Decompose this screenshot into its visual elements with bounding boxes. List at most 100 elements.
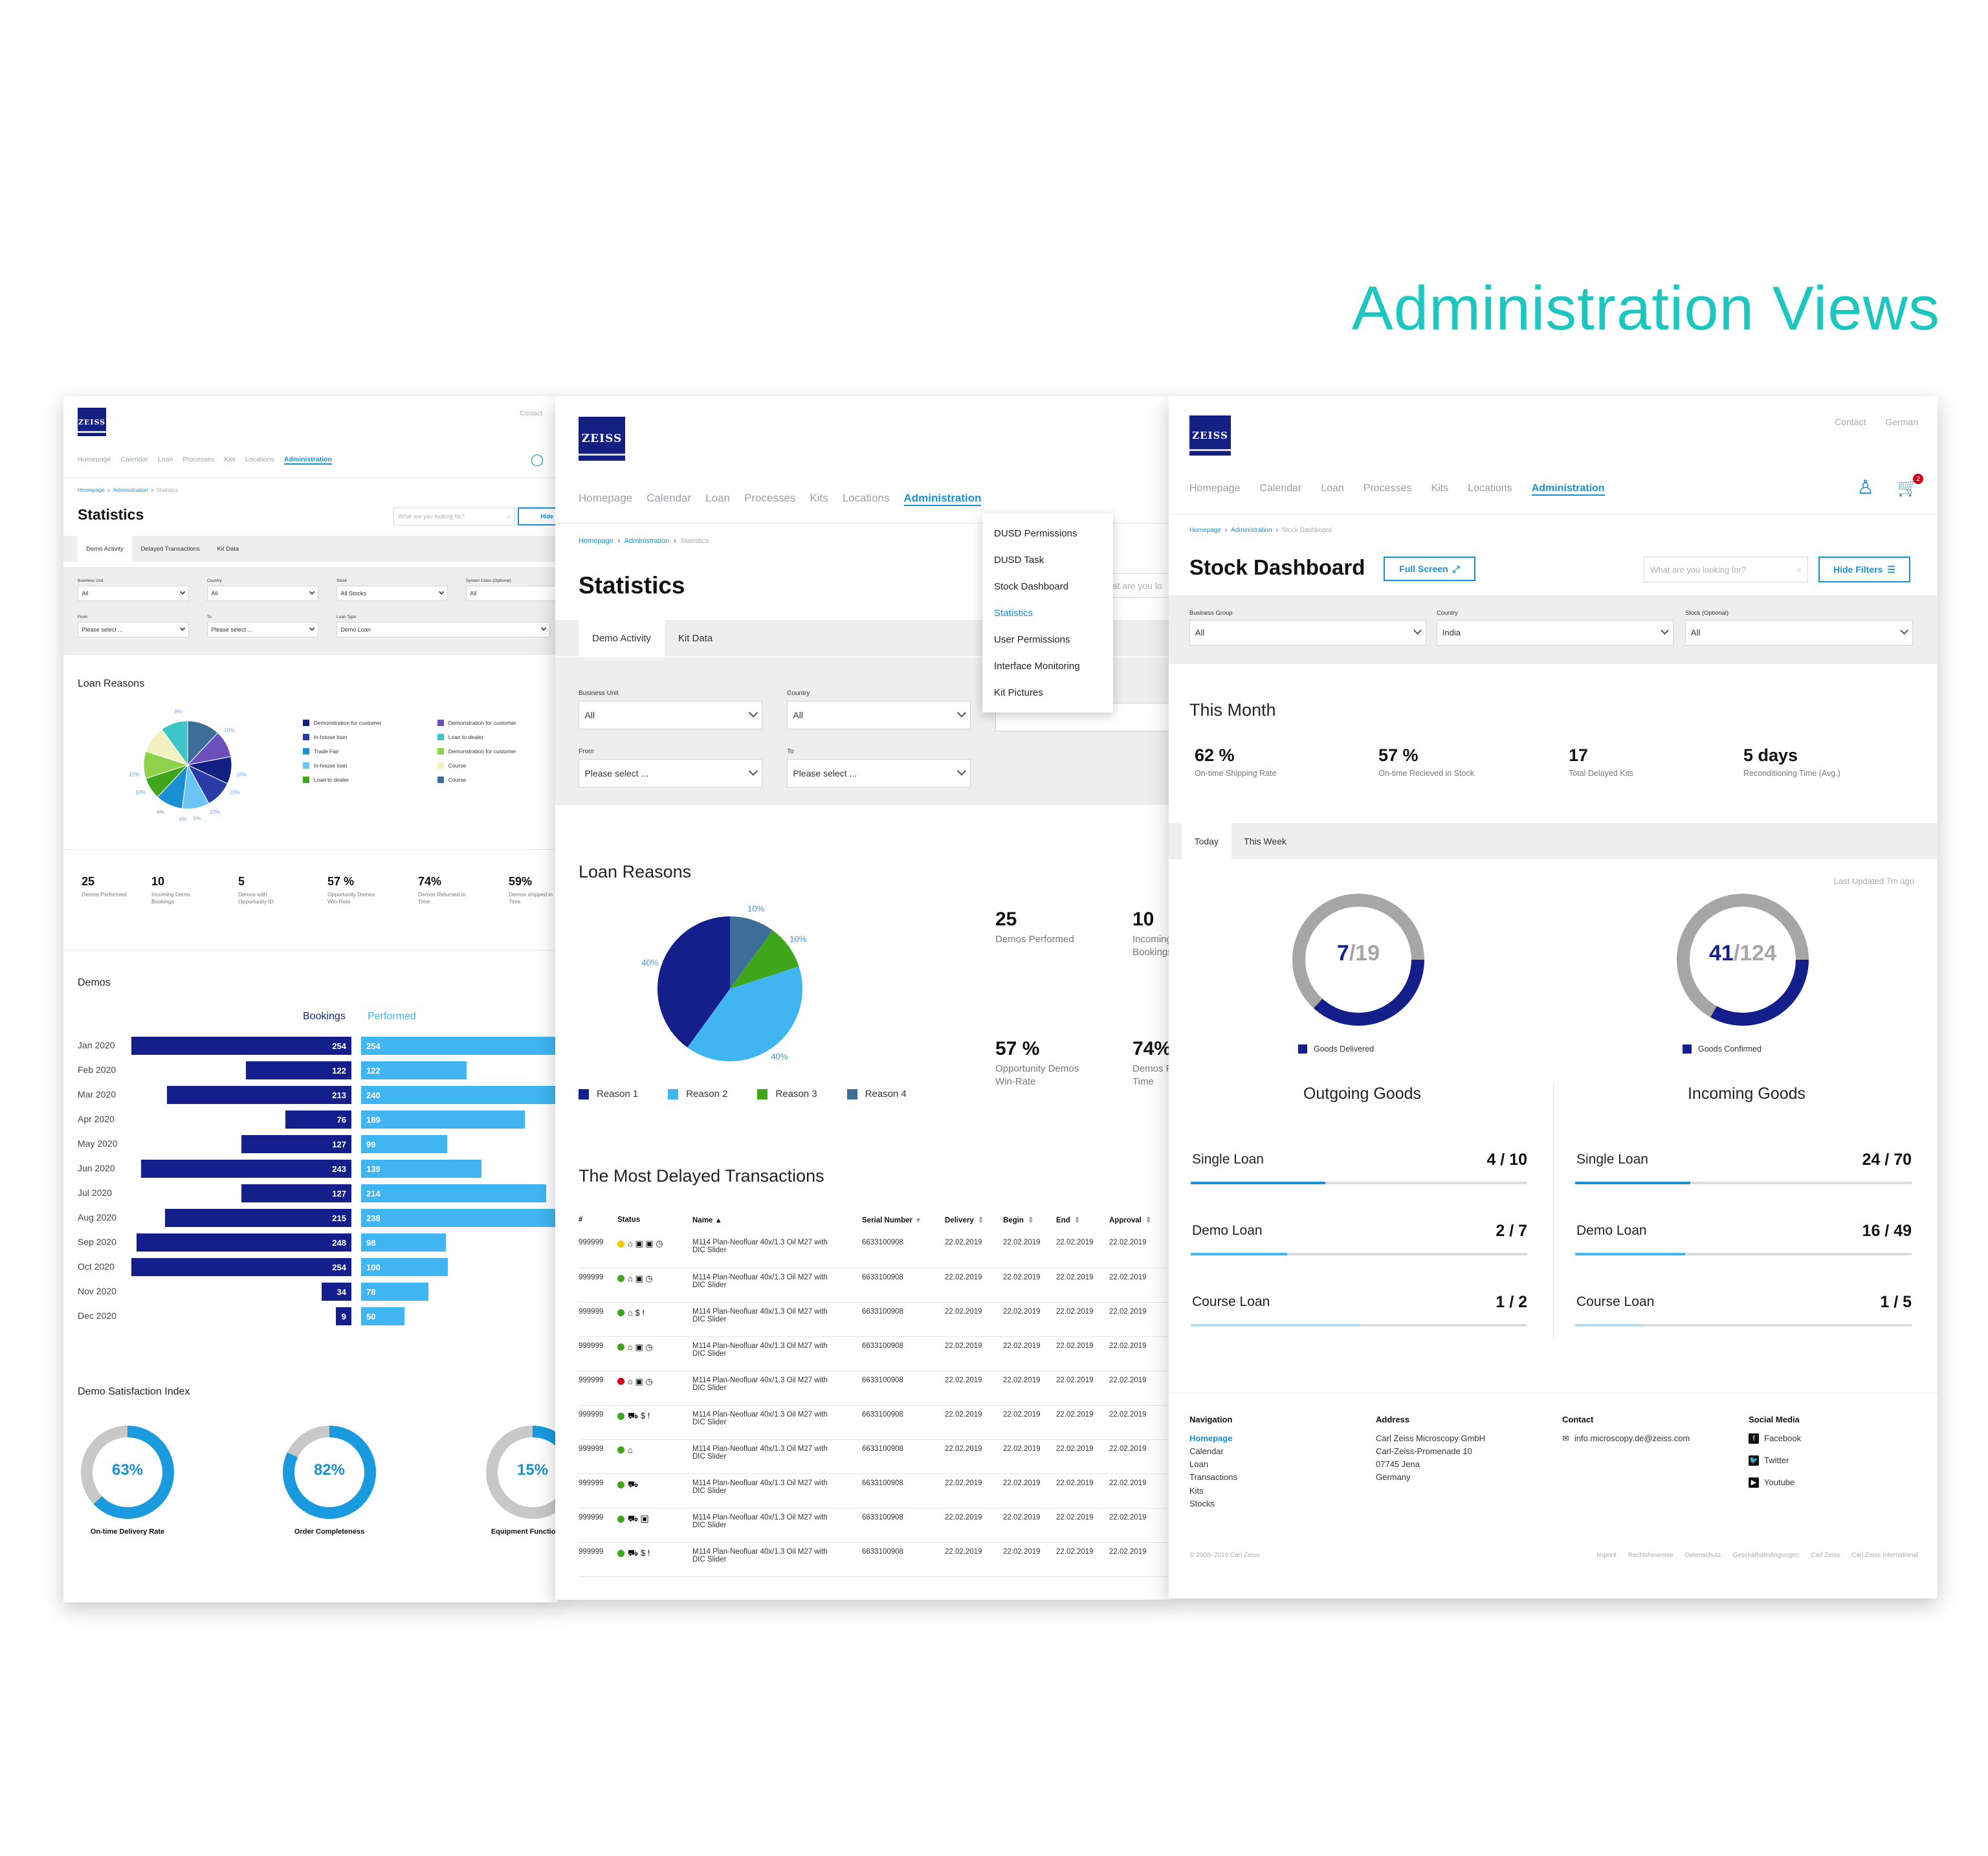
filter-select-from[interactable]: Please select ... [579,758,762,788]
filter-select-stock-optional[interactable]: All [1685,619,1913,646]
filter-select-from[interactable]: Please select ... [78,621,189,637]
tab-kit-data[interactable]: Kit Data [217,545,239,553]
zeiss-logo[interactable]: ZEISS [1189,415,1231,456]
table-row[interactable]: 999999 ⛟ M114 Plan-Neofluar 40x/1.3 Oil M2… [579,1474,1167,1508]
sort-asc-icon[interactable]: ▴ [716,1217,721,1224]
menu-item-user-permissions[interactable]: User Permissions [994,634,1070,645]
filter-select-system-class-optional[interactable]: All [466,585,558,601]
nav-item-processes[interactable]: Processes [182,456,215,463]
search-input[interactable]: What are you looking for? ⌕ [1644,557,1808,582]
bookings-bar[interactable]: 127 [241,1135,351,1153]
nav-item-calendar[interactable]: Calendar [1259,483,1302,494]
nav-item-locations[interactable]: Locations [245,456,274,463]
social-link-youtube[interactable]: ▶ Youtube [1749,1476,1801,1489]
legal-link-gesch-ftsbedingungen[interactable]: Geschäftsbedingungen [1732,1552,1800,1559]
contact-link[interactable]: Contact [520,410,542,417]
pie-slice[interactable] [161,720,188,766]
filter-select-to[interactable]: Please select ... [787,758,971,788]
bookings-bar[interactable]: 213 [166,1086,351,1104]
footer-nav-transactions[interactable]: Transactions [1189,1472,1237,1483]
breadcrumb-homepage[interactable]: Homepage [1189,527,1221,534]
nav-item-homepage[interactable]: Homepage [1189,483,1241,494]
table-row[interactable]: 999999 ⌂ ▣ ◷ M114 Plan-Neofluar 40x/1.3 Oi… [579,1336,1167,1371]
performed-bar[interactable]: 100 [361,1258,448,1276]
item-name[interactable]: M114 Plan-Neofluar 40x/1.3 Oil M27 with [692,1547,828,1556]
legal-link-rechtshinweise[interactable]: Rechtshinweise [1628,1552,1673,1559]
breadcrumb-administration[interactable]: Administration [113,487,148,493]
nav-item-processes[interactable]: Processes [1363,483,1412,494]
column-header-end[interactable]: End ⇕ [1056,1217,1081,1224]
nav-item-loan[interactable]: Loan [158,456,173,463]
nav-item-administration[interactable]: Administration [1531,483,1605,496]
column-header-number[interactable]: # [579,1216,583,1224]
pie-slice-reason-4[interactable] [730,916,773,989]
table-row[interactable]: 999999 ⛟ ▣ M114 Plan-Neofluar 40x/1.3 Oil … [579,1508,1167,1543]
item-name[interactable]: M114 Plan-Neofluar 40x/1.3 Oil M27 with [692,1479,828,1487]
tab-this-week[interactable]: This Week [1244,836,1287,846]
search-input[interactable]: What are you looking for? ⌕ [393,507,515,525]
nav-item-kits[interactable]: Kits [1431,483,1449,494]
item-name[interactable]: M114 Plan-Neofluar 40x/1.3 Oil M27 with [692,1273,828,1281]
tab-demo-activity[interactable]: Demo Activity [78,536,133,562]
table-row[interactable]: 999999 ⌂ ▣ ▣ ◷ M114 Plan-Neofluar 40x/1.3 … [579,1233,1167,1268]
performed-bar[interactable]: 98 [361,1233,447,1252]
bookings-bar[interactable]: 127 [241,1184,351,1202]
tab-kit-data[interactable]: Kit Data [678,632,713,644]
tab-delayed-transactions[interactable]: Delayed Transactions [140,545,200,553]
contact-link[interactable]: Contact [1835,417,1866,427]
tab-today[interactable]: Today [1182,823,1231,859]
bookings-bar[interactable]: 254 [131,1258,351,1276]
nav-item-loan[interactable]: Loan [1321,483,1344,494]
column-header-begin[interactable]: Begin ⇕ [1003,1217,1034,1224]
performed-bar[interactable]: 240 [361,1086,558,1104]
menu-item-stock-dashboard[interactable]: Stock Dashboard [994,581,1069,592]
table-row[interactable]: 999999 ⛟ $ ! M114 Plan-Neofluar 40x/1.3 Oi… [579,1542,1167,1577]
bookings-bar[interactable]: 248 [137,1233,351,1252]
nav-item-locations[interactable]: Locations [842,492,890,504]
table-row[interactable]: 999999 ⌂ M114 Plan-Neofluar 40x/1.3 Oil M2… [579,1439,1167,1474]
footer-nav-loan[interactable]: Loan [1189,1459,1208,1470]
menu-item-kit-pictures[interactable]: Kit Pictures [994,687,1043,698]
performed-bar[interactable]: 78 [361,1283,429,1301]
user-icon[interactable]: ♙ [1857,477,1874,498]
table-row[interactable]: 999999 ⌂ $ ! M114 Plan-Neofluar 40x/1.3 Oi… [579,1302,1167,1337]
legal-link-imprint[interactable]: Imprint [1596,1552,1617,1559]
column-header-status[interactable]: Status [617,1216,641,1224]
search-input[interactable]: at are you lo [1105,573,1170,598]
menu-item-dusd-task[interactable]: DUSD Task [994,555,1044,566]
social-link-facebook[interactable]: f Facebook [1749,1432,1801,1445]
email-link[interactable]: ✉ info.microscopy.de@zeiss.com [1562,1432,1690,1445]
table-row[interactable]: 999999 ⛟ $ ! M114 Plan-Neofluar 40x/1.3 Oi… [579,1405,1167,1440]
zeiss-logo[interactable]: ZEISS [78,408,106,436]
nav-item-kits[interactable]: Kits [810,492,828,504]
performed-bar[interactable]: 50 [361,1307,404,1325]
nav-item-locations[interactable]: Locations [1468,483,1512,494]
filter-select-business-unit[interactable]: All [78,585,189,601]
hide-filters-button[interactable]: Hide Filters ☰ [1818,557,1910,582]
filter-select-country[interactable]: All [787,700,971,729]
legal-link-datenschutz[interactable]: Datenschutz [1684,1552,1721,1559]
bookings-bar[interactable]: 122 [245,1061,351,1079]
legal-link-carl-zeiss-international[interactable]: Carl Zeiss International [1851,1552,1918,1559]
nav-item-calendar[interactable]: Calendar [646,492,692,504]
filter-select-to[interactable]: Please select ... [207,621,318,637]
sort-icon[interactable]: ⇕ [1074,1217,1081,1224]
nav-item-administration[interactable]: Administration [903,492,982,506]
breadcrumb-homepage[interactable]: Homepage [579,537,613,545]
breadcrumb-administration[interactable]: Administration [624,537,670,545]
performed-bar[interactable]: 189 [361,1110,525,1129]
performed-bar[interactable]: 238 [361,1209,558,1227]
bookings-bar[interactable]: 243 [140,1160,351,1178]
hide-filters-button[interactable]: Hide Filters [518,507,558,525]
zeiss-logo[interactable]: ZEISS [579,417,625,461]
item-name[interactable]: M114 Plan-Neofluar 40x/1.3 Oil M27 with [692,1410,828,1419]
breadcrumb-homepage[interactable]: Homepage [78,487,105,493]
item-name[interactable]: M114 Plan-Neofluar 40x/1.3 Oil M27 with [692,1342,828,1350]
item-name[interactable]: M114 Plan-Neofluar 40x/1.3 Oil M27 with [692,1239,828,1246]
nav-item-administration[interactable]: Administration [283,456,332,465]
filter-select-country[interactable]: All [207,585,318,601]
nav-item-calendar[interactable]: Calendar [120,456,148,463]
sort-icon[interactable]: ⇕ [1027,1217,1034,1224]
nav-item-homepage[interactable]: Homepage [78,456,111,463]
social-link-twitter[interactable]: 🐦 Twitter [1749,1455,1789,1466]
